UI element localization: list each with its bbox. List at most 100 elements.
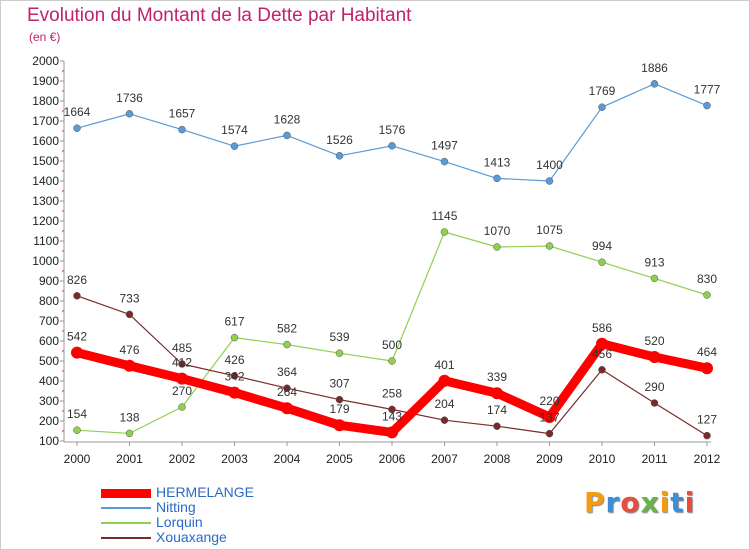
data-point-xouaxange — [545, 429, 554, 438]
y-tick-label: 800 — [39, 294, 59, 308]
data-label-xouaxange: 174 — [487, 403, 507, 417]
data-label-nitting: 1769 — [589, 84, 616, 98]
x-tick-label: 2010 — [589, 452, 616, 466]
data-label-lorquin: 582 — [277, 322, 297, 336]
data-point-nitting — [388, 142, 396, 150]
data-point-nitting — [335, 152, 344, 160]
logo-letter: i — [684, 486, 696, 519]
data-point-hermelange — [701, 362, 713, 375]
y-tick-label: 100 — [39, 434, 59, 448]
logo-letter: o — [620, 486, 641, 519]
data-point-xouaxange — [703, 431, 711, 440]
data-label-xouaxange: 127 — [697, 413, 717, 427]
legend-swatch — [101, 488, 151, 498]
data-point-lorquin — [178, 403, 186, 411]
y-tick-label: 600 — [39, 334, 59, 348]
data-point-nitting — [73, 124, 81, 132]
y-tick-label: 1600 — [32, 134, 59, 148]
data-label-xouaxange: 826 — [67, 273, 87, 287]
data-label-xouaxange: 307 — [329, 377, 349, 391]
data-label-hermelange: 586 — [592, 321, 612, 335]
data-point-lorquin — [545, 242, 554, 250]
data-point-hermelange — [176, 372, 188, 385]
data-point-lorquin — [598, 258, 606, 266]
data-point-xouaxange — [178, 360, 186, 368]
data-point-hermelange — [648, 351, 661, 363]
data-point-lorquin — [440, 228, 449, 236]
y-tick-label: 400 — [39, 374, 59, 388]
data-label-lorquin: 913 — [644, 255, 664, 269]
data-point-lorquin — [230, 333, 239, 342]
legend-label: Xouaxange — [156, 529, 227, 545]
y-tick-label: 1100 — [33, 234, 59, 248]
data-label-xouaxange: 485 — [172, 341, 192, 355]
y-tick-label: 1700 — [32, 114, 59, 128]
data-point-xouaxange — [125, 310, 134, 319]
y-tick-label: 1000 — [32, 254, 59, 268]
data-point-nitting — [230, 142, 239, 150]
data-label-hermelange: 401 — [434, 358, 454, 372]
data-label-xouaxange: 733 — [119, 291, 139, 305]
legend-label: Lorquin — [156, 514, 203, 530]
data-label-hermelange: 342 — [224, 370, 244, 384]
legend-swatch — [101, 507, 151, 509]
data-label-lorquin: 539 — [329, 330, 349, 344]
y-tick-label: 700 — [39, 314, 59, 328]
x-tick-label: 2009 — [536, 452, 563, 466]
x-tick-label: 2001 — [116, 452, 143, 466]
data-point-nitting — [650, 80, 659, 88]
data-point-lorquin — [388, 357, 396, 365]
data-point-xouaxange — [73, 292, 81, 300]
data-point-hermelange — [281, 402, 293, 415]
data-label-nitting: 1777 — [694, 83, 721, 97]
x-tick-label: 2011 — [642, 452, 668, 466]
data-point-nitting — [125, 110, 134, 118]
data-label-hermelange: 143 — [382, 409, 402, 423]
data-label-xouaxange: 426 — [224, 353, 244, 367]
data-point-nitting — [703, 101, 711, 110]
y-tick-label: 200 — [39, 414, 59, 428]
y-tick-label: 1400 — [32, 174, 59, 188]
data-point-hermelange — [491, 387, 503, 400]
data-label-hermelange: 412 — [172, 356, 192, 370]
y-tick-label: 1900 — [32, 74, 59, 88]
x-tick-label: 2000 — [64, 452, 91, 466]
data-label-lorquin: 500 — [382, 338, 402, 352]
data-point-hermelange — [438, 374, 451, 387]
data-point-lorquin — [703, 291, 711, 299]
data-label-hermelange: 520 — [644, 334, 664, 348]
data-label-nitting: 1497 — [431, 139, 458, 153]
data-label-xouaxange: 204 — [434, 397, 454, 411]
data-point-hermelange — [123, 359, 136, 372]
x-tick-label: 2004 — [274, 452, 301, 466]
chart-subtitle: (en €) — [29, 30, 61, 44]
data-point-xouaxange — [650, 399, 659, 407]
data-label-nitting: 1886 — [641, 61, 668, 75]
data-point-lorquin — [650, 274, 659, 283]
data-point-xouaxange — [598, 366, 606, 374]
y-tick-label: 1500 — [32, 154, 59, 168]
data-label-lorquin: 270 — [172, 384, 192, 398]
data-point-hermelange — [596, 337, 608, 350]
y-tick-label: 1300 — [32, 194, 59, 208]
y-tick-label: 300 — [39, 394, 59, 408]
data-point-nitting — [598, 103, 606, 111]
data-label-lorquin: 994 — [592, 239, 612, 253]
data-label-lorquin: 1070 — [484, 224, 511, 238]
data-label-xouaxange: 290 — [644, 380, 664, 394]
data-point-nitting — [440, 157, 449, 166]
logo-letter: t — [670, 486, 685, 519]
data-point-xouaxange — [335, 395, 344, 404]
data-label-lorquin: 1145 — [432, 209, 458, 223]
data-label-nitting: 1657 — [169, 107, 196, 121]
proxiti-logo: Proxiti — [584, 486, 695, 519]
logo-letter: P — [584, 486, 606, 519]
data-label-lorquin: 830 — [697, 272, 717, 286]
legend-swatch — [101, 522, 151, 524]
data-point-nitting — [493, 174, 501, 183]
data-label-hermelange: 179 — [329, 402, 349, 416]
data-point-xouaxange — [283, 384, 291, 392]
x-tick-label: 2003 — [221, 452, 248, 466]
